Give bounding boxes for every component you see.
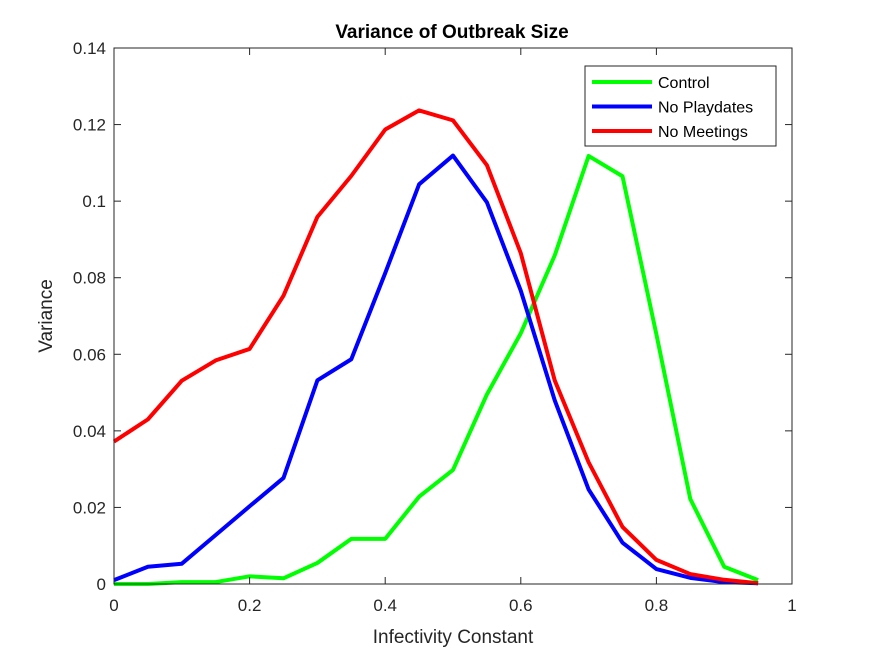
y-tick-label: 0 [97, 575, 106, 594]
legend-label-2: No Playdates [658, 100, 753, 117]
x-tick-label: 1 [787, 596, 796, 615]
legend: Control No Playdates No Meetings [584, 65, 777, 147]
y-tick-label: 0.12 [73, 116, 106, 135]
series-line-2 [113, 153, 759, 586]
x-tick-label: 0.4 [373, 596, 397, 615]
x-tick-label: 0.2 [238, 596, 262, 615]
y-tick-label: 0.06 [73, 345, 106, 364]
y-tick-label: 0.1 [82, 192, 106, 211]
y-tick-label: 0.02 [73, 498, 106, 517]
y-tick-label: 0.04 [73, 422, 106, 441]
axes-layer: 0 0.2 0.4 0.6 0.8 1 0 0.02 0.04 0.06 0.08 0.1 0.12 0.… [73, 39, 797, 615]
axes-box [113, 47, 793, 585]
chart-title: Variance of Outbreak Size [335, 22, 568, 43]
x-tick-label: 0 [109, 596, 118, 615]
legend-label-3: No Meetings [658, 124, 748, 141]
x-tick-label: 0.8 [645, 596, 669, 615]
y-axis-label: Variance [36, 279, 57, 353]
y-tick-label: 0.14 [73, 39, 106, 58]
series-layer [112, 108, 759, 586]
y-tick-label: 0.08 [73, 269, 106, 288]
x-tick-label: 0.6 [509, 596, 533, 615]
series-line-1 [114, 153, 759, 586]
legend-label-1: Control [658, 75, 710, 92]
x-axis-label: Infectivity Constant [373, 627, 534, 648]
series-line-3 [112, 108, 759, 586]
